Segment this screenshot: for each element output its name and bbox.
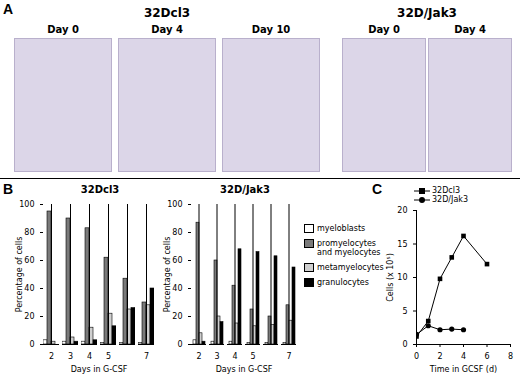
html-text:Day 0: Day 0 (47, 24, 79, 35)
svg-text:4: 4 (87, 352, 92, 361)
html-text:metamyelocytes: metamyelocytes (317, 263, 384, 272)
svg-text:0: 0 (414, 352, 419, 361)
svg-text:10: 10 (397, 273, 407, 282)
svg-text:Days in G-CSF: Days in G-CSF (216, 365, 273, 374)
svg-text:2: 2 (437, 352, 442, 361)
svg-text:2: 2 (196, 352, 201, 361)
svg-text:40: 40 (172, 284, 182, 293)
svg-text:3: 3 (68, 352, 73, 361)
svg-text:Percentage of cells: Percentage of cells (15, 237, 24, 313)
html-text:Day 4: Day 4 (151, 24, 183, 35)
svg-text:0: 0 (29, 340, 34, 349)
svg-text:3: 3 (214, 352, 219, 361)
svg-text:6: 6 (484, 352, 489, 361)
html-text:granulocytes: granulocytes (317, 278, 369, 287)
html-text:32D/Jak3: 32D/Jak3 (432, 195, 468, 204)
svg-text:2: 2 (49, 352, 54, 361)
html-text:32D/Jak3: 32D/Jak3 (220, 184, 270, 195)
svg-text:7: 7 (286, 352, 291, 361)
svg-text:4: 4 (461, 352, 466, 361)
svg-text:5: 5 (106, 352, 111, 361)
svg-text:8: 8 (508, 352, 513, 361)
svg-text:20: 20 (172, 312, 182, 321)
svg-text:20: 20 (24, 312, 34, 321)
svg-text:7: 7 (144, 352, 149, 361)
html-text:32Dcl3: 32Dcl3 (80, 184, 120, 195)
svg-text:Percentage of cells: Percentage of cells (163, 237, 172, 313)
svg-text:4: 4 (232, 352, 237, 361)
html-text:32Dcl3: 32Dcl3 (432, 186, 461, 195)
svg-text:Time in GCSF (d): Time in GCSF (d) (429, 365, 497, 374)
html-text:myeloblasts: myeloblasts (317, 224, 366, 233)
svg-text:80: 80 (24, 228, 34, 237)
svg-text:0: 0 (177, 340, 182, 349)
svg-text:5: 5 (250, 352, 255, 361)
html-text:A: A (3, 1, 14, 17)
svg-text:20: 20 (397, 206, 407, 215)
html-text:32D/Jak3: 32D/Jak3 (397, 6, 457, 20)
html-text:B: B (3, 181, 14, 197)
svg-text:Days in G-CSF: Days in G-CSF (71, 365, 128, 374)
html-text:C: C (372, 181, 383, 197)
svg-text:100: 100 (167, 200, 182, 209)
html-text:promyelocytes and myelocytes: promyelocytes and myelocytes (317, 239, 381, 257)
svg-text:80: 80 (172, 228, 182, 237)
svg-text:60: 60 (172, 256, 182, 265)
html-text:Day 4: Day 4 (454, 24, 486, 35)
svg-text:Cells (x 10⁵): Cells (x 10⁵) (386, 253, 395, 302)
svg-text:40: 40 (24, 284, 34, 293)
svg-text:100: 100 (19, 200, 34, 209)
svg-text:60: 60 (24, 256, 34, 265)
svg-text:0: 0 (402, 340, 407, 349)
html-text:32Dcl3: 32Dcl3 (143, 6, 191, 20)
html-text:Day 10: Day 10 (251, 24, 291, 35)
svg-text:15: 15 (397, 240, 407, 249)
html-text:Day 0: Day 0 (368, 24, 400, 35)
svg-text:5: 5 (402, 307, 407, 316)
